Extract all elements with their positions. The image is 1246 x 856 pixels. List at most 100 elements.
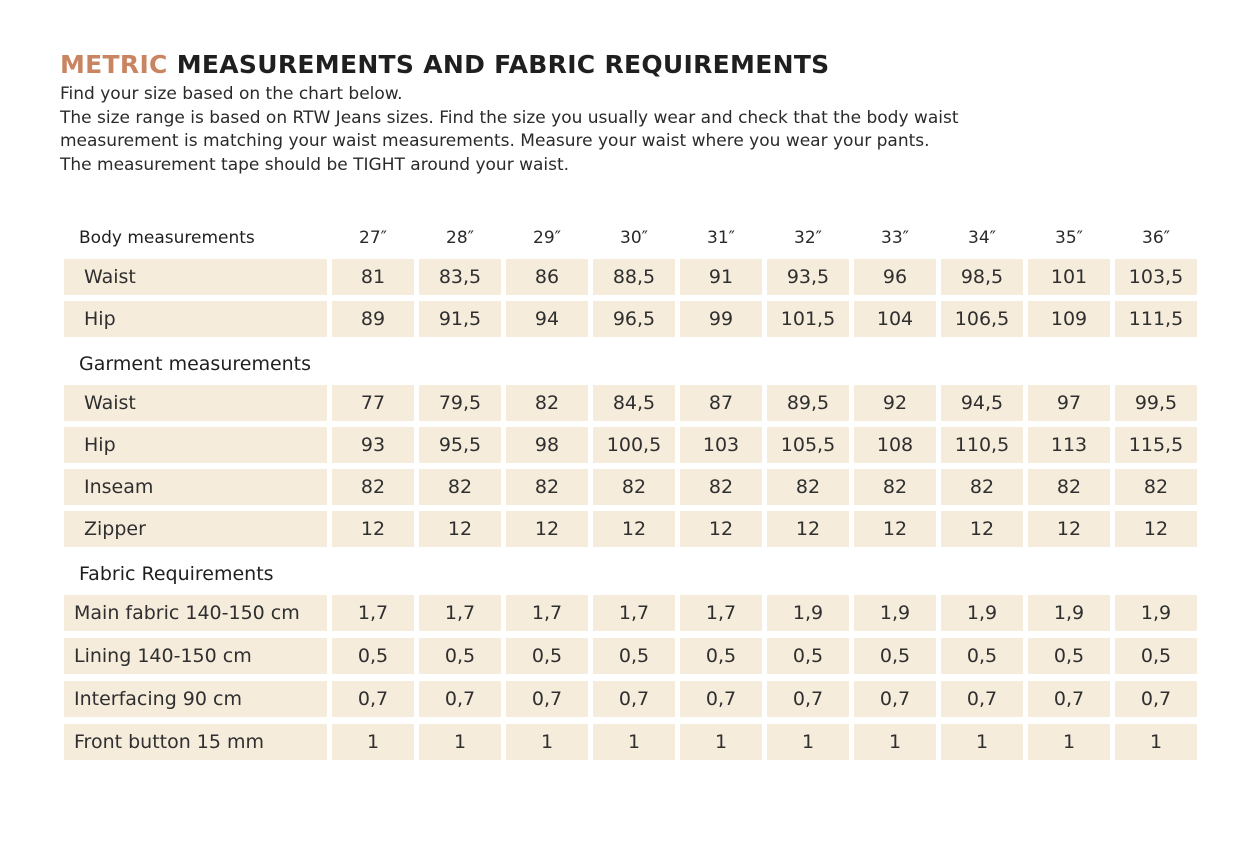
table-cell: 0,7 <box>1115 681 1197 717</box>
table-cell: 91 <box>680 259 762 295</box>
table-cell: 82 <box>1028 469 1110 505</box>
table-cell: 82 <box>332 469 414 505</box>
table-cell: 98 <box>506 427 588 463</box>
table-cell: 103 <box>680 427 762 463</box>
table-cell: 82 <box>941 469 1023 505</box>
table-cell: 1,9 <box>767 595 849 631</box>
table-row: Hip 93 95,5 98 100,5 103 105,5 108 110,5 113 115,5 <box>64 427 1197 463</box>
table-cell: 0,7 <box>680 681 762 717</box>
table-cell: 1,9 <box>854 595 936 631</box>
table-row: Inseam 82 82 82 82 82 82 82 82 82 82 <box>64 469 1197 505</box>
table-cell: 109 <box>1028 301 1110 337</box>
table-cell: 0,7 <box>1028 681 1110 717</box>
table-cell: 0,5 <box>593 638 675 674</box>
table-cell: 1,9 <box>941 595 1023 631</box>
table-cell: 86 <box>506 259 588 295</box>
body-measurements-heading: Body measurements <box>79 228 255 248</box>
table-row: Front button 15 mm 1 1 1 1 1 1 1 1 1 1 <box>64 724 1197 760</box>
table-cell: 99 <box>680 301 762 337</box>
size-heading: 33″ <box>881 228 909 248</box>
table-cell: 99,5 <box>1115 385 1197 421</box>
table-cell: 82 <box>506 385 588 421</box>
table-row: Hip 89 91,5 94 96,5 99 101,5 104 106,5 109 111,5 <box>64 301 1197 337</box>
table-cell: 110,5 <box>941 427 1023 463</box>
row-label: Hip <box>64 427 327 463</box>
table-cell: 0,5 <box>941 638 1023 674</box>
table-cell: 1,7 <box>419 595 501 631</box>
size-table: Body measurements 27″ 28″ 29″ 30″ 31″ 32… <box>64 217 1197 767</box>
size-heading: 36″ <box>1142 228 1170 248</box>
table-cell: 92 <box>854 385 936 421</box>
row-label: Front button 15 mm <box>64 724 327 760</box>
table-cell: 1,7 <box>593 595 675 631</box>
table-cell: 104 <box>854 301 936 337</box>
table-cell: 96,5 <box>593 301 675 337</box>
row-label: Waist <box>64 385 327 421</box>
table-cell: 94,5 <box>941 385 1023 421</box>
table-cell: 82 <box>680 469 762 505</box>
size-heading: 35″ <box>1055 228 1083 248</box>
table-cell: 1 <box>941 724 1023 760</box>
table-cell: 0,5 <box>506 638 588 674</box>
table-cell: 12 <box>941 511 1023 547</box>
table-cell: 79,5 <box>419 385 501 421</box>
table-cell: 12 <box>506 511 588 547</box>
table-cell: 12 <box>332 511 414 547</box>
table-cell: 12 <box>1115 511 1197 547</box>
table-cell: 0,7 <box>332 681 414 717</box>
table-cell: 1 <box>1028 724 1110 760</box>
table-cell: 1,7 <box>506 595 588 631</box>
row-label: Interfacing 90 cm <box>64 681 327 717</box>
table-cell: 115,5 <box>1115 427 1197 463</box>
size-heading: 27″ <box>359 228 387 248</box>
table-cell: 84,5 <box>593 385 675 421</box>
table-cell: 82 <box>854 469 936 505</box>
table-cell: 88,5 <box>593 259 675 295</box>
table-cell: 12 <box>680 511 762 547</box>
table-cell: 12 <box>854 511 936 547</box>
row-label: Hip <box>64 301 327 337</box>
table-cell: 0,5 <box>767 638 849 674</box>
table-cell: 0,7 <box>941 681 1023 717</box>
table-cell: 94 <box>506 301 588 337</box>
fabric-requirements-group: Main fabric 140-150 cm 1,7 1,7 1,7 1,7 1,7 1,9… <box>64 595 1197 760</box>
table-cell: 89,5 <box>767 385 849 421</box>
table-cell: 0,5 <box>419 638 501 674</box>
table-cell: 105,5 <box>767 427 849 463</box>
table-cell: 113 <box>1028 427 1110 463</box>
table-cell: 101 <box>1028 259 1110 295</box>
table-row: Waist 81 83,5 86 88,5 91 93,5 96 98,5 101 103,5 <box>64 259 1197 295</box>
intro-line: measurement is matching your waist measu… <box>60 131 930 151</box>
table-cell: 1 <box>506 724 588 760</box>
table-cell: 1 <box>332 724 414 760</box>
size-heading: 34″ <box>968 228 996 248</box>
table-cell: 1 <box>593 724 675 760</box>
table-cell: 0,7 <box>419 681 501 717</box>
table-cell: 0,7 <box>767 681 849 717</box>
table-cell: 12 <box>593 511 675 547</box>
intro-line: The measurement tape should be TIGHT aro… <box>60 154 570 175</box>
intro-text: Find your size based on the chart below.… <box>60 83 1060 177</box>
table-cell: 82 <box>593 469 675 505</box>
table-cell: 83,5 <box>419 259 501 295</box>
table-cell: 1 <box>1115 724 1197 760</box>
size-header-row: Body measurements 27″ 28″ 29″ 30″ 31″ 32… <box>64 217 1195 259</box>
table-cell: 108 <box>854 427 936 463</box>
table-cell: 82 <box>1115 469 1197 505</box>
size-heading: 28″ <box>446 228 474 248</box>
table-cell: 111,5 <box>1115 301 1197 337</box>
table-cell: 0,7 <box>854 681 936 717</box>
table-cell: 101,5 <box>767 301 849 337</box>
row-label: Inseam <box>64 469 327 505</box>
table-cell: 0,7 <box>593 681 675 717</box>
table-cell: 95,5 <box>419 427 501 463</box>
table-cell: 0,5 <box>1115 638 1197 674</box>
fabric-requirements-heading: Fabric Requirements <box>79 563 274 585</box>
size-heading: 30″ <box>620 228 648 248</box>
garment-measurements-group: Waist 77 79,5 82 84,5 87 89,5 92 94,5 97 99,5 Hip 93… <box>64 385 1197 547</box>
table-cell: 91,5 <box>419 301 501 337</box>
table-cell: 77 <box>332 385 414 421</box>
table-cell: 106,5 <box>941 301 1023 337</box>
title-accent: METRIC <box>60 50 168 79</box>
table-cell: 97 <box>1028 385 1110 421</box>
